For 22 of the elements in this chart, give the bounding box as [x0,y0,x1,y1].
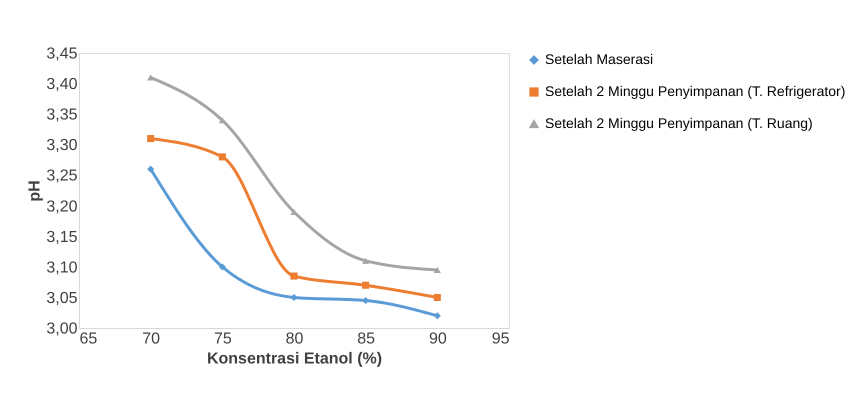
x-axis-title: Konsentrasi Etanol (%) [206,350,382,368]
x-tick-label: 70 [142,330,160,348]
legend-label: Setelah 2 Minggu Penyimpanan (T. Ruang) [545,115,813,131]
y-tick-label: 3,40 [46,76,78,94]
y-tick-label: 3,00 [46,320,78,338]
x-tick-label: 90 [428,330,447,348]
y-tick-label: 3,20 [46,198,78,216]
y-tick-label: 3,35 [46,106,78,124]
y-tick-label: 3,25 [46,168,78,185]
y-tick-label: 3,45 [46,46,78,62]
x-tick-label: 85 [357,330,376,348]
y-axis-title: pH [26,180,44,202]
y-tick-label: 3,05 [46,290,78,307]
x-tick-label: 95 [492,330,510,348]
legend-label: Setelah Maserasi [545,51,654,67]
x-tick-label: 80 [286,330,304,348]
legend-label: Setelah 2 Minggu Penyimpanan (T. Refrigerator) [545,83,846,99]
y-tick-label: 3,15 [46,228,78,246]
y-tick-label: 3,10 [46,259,78,276]
x-tick-label: 75 [214,330,232,348]
y-tick-label: 3,30 [46,137,78,154]
x-tick-label: 65 [80,330,98,348]
